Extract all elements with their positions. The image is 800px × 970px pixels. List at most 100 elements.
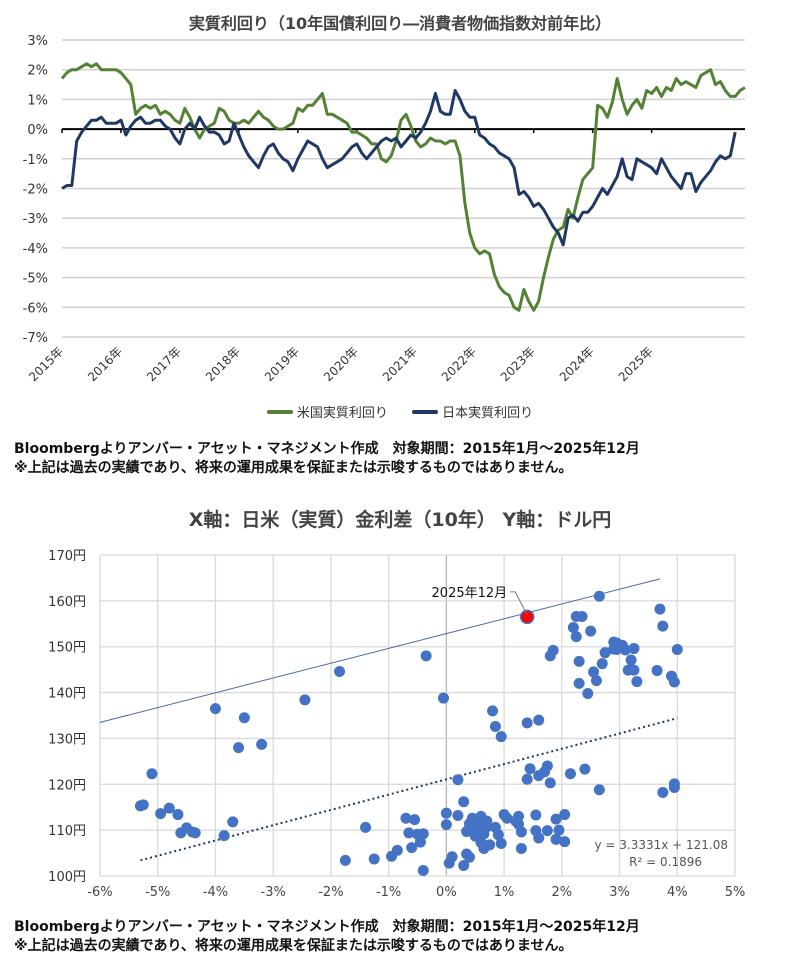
scatter-point [440, 819, 452, 831]
x-tick-label: 2022年 [439, 344, 479, 384]
y-tick-label: 140円 [48, 687, 86, 702]
scatter-point [181, 822, 193, 834]
us-real-yield-line [60, 62, 746, 312]
scatter-point [668, 778, 680, 790]
scatter-point [614, 639, 626, 651]
scatter-point [539, 766, 550, 778]
x-tick-label: 2025年 [616, 344, 656, 384]
legend-swatch-jp [412, 409, 439, 414]
scatter-point [530, 809, 542, 821]
scatter-point [227, 816, 239, 828]
scatter-point [446, 851, 458, 863]
trendline-r2: R² = 0.1896 [629, 855, 702, 869]
footnote-block-2: Bloombergよりアンバー・アセット・マネジメント作成 対象期間：2015年… [14, 918, 640, 956]
highlight-label: 2025年12月 [432, 586, 508, 601]
scatter-point [550, 833, 562, 845]
scatter-point [489, 721, 501, 733]
scatter-point [521, 717, 533, 729]
scatter-point [530, 825, 542, 837]
scatter-point [472, 820, 484, 832]
scatter-point [564, 768, 576, 780]
scatter-point [666, 670, 677, 682]
scatter-point [412, 828, 423, 840]
x-tick-label: 2024年 [557, 344, 597, 384]
y-tick-label: -7% [23, 331, 48, 346]
y-tick-label: 3% [27, 34, 48, 49]
x-tick-label: -4% [203, 885, 228, 900]
scatter-point [541, 825, 553, 837]
source-note: Bloombergよりアンバー・アセット・マネジメント作成 対象期間：2015年… [14, 441, 640, 457]
trendline [140, 717, 678, 862]
scatter-point [550, 813, 562, 825]
scatter-point [256, 738, 268, 750]
scatter-point [654, 603, 666, 615]
scatter-point [570, 631, 582, 643]
y-tick-label: 130円 [48, 732, 86, 747]
scatter-point [668, 676, 680, 688]
scatter-point [386, 850, 398, 862]
scatter-point [567, 621, 579, 633]
y-tick-label: -3% [23, 212, 48, 227]
scatter-point [339, 854, 351, 866]
legend-item-jp: 日本実質利回り [412, 402, 533, 421]
scatter-point [492, 829, 504, 841]
trendline-equation: y = 3.3331x + 121.08 [594, 838, 728, 852]
scatter-point [547, 644, 559, 656]
y-tick-label: 1% [27, 93, 48, 108]
scatter-point [452, 774, 464, 786]
x-tick-label: 5% [725, 885, 746, 900]
scatter-point [651, 665, 663, 677]
y-tick-label: 110円 [48, 824, 86, 839]
legend-item-us: 米国実質利回り [266, 402, 388, 421]
x-tick-label: 3% [609, 885, 630, 900]
scatter-point [481, 815, 493, 827]
scatter-point [443, 857, 455, 869]
scatter-point [524, 763, 536, 775]
x-tick-label: -5% [145, 885, 170, 900]
scatter-point [573, 677, 585, 689]
scatter-point [596, 658, 608, 670]
scatter-point [146, 768, 158, 780]
scatter-point [218, 830, 230, 842]
scatter-point [475, 810, 487, 822]
scatter-point [521, 773, 533, 785]
scatter-point [513, 818, 525, 830]
scatter-point [209, 703, 221, 715]
scatter-point [616, 639, 628, 651]
y-tick-label: 160円 [48, 595, 86, 610]
scatter-point [478, 828, 490, 840]
y-tick-label: 120円 [48, 778, 86, 793]
scatter-point [576, 610, 588, 622]
jp-real-yield-line [61, 89, 737, 247]
scatter-point [189, 827, 201, 839]
scatter-point [515, 842, 527, 854]
line-chart-title: 実質利回り（10年国債利回り―消費者物価指数対前年比） [188, 14, 612, 33]
scatter-point [334, 665, 346, 677]
scatter-point [461, 848, 473, 860]
scatter-point [559, 836, 571, 848]
scatter-point [495, 837, 507, 849]
scatter-point [466, 812, 478, 824]
scatter-point [608, 643, 620, 655]
y-tick-label: -1% [23, 153, 48, 168]
scatter-point [172, 809, 184, 821]
scatter-point [420, 650, 432, 662]
scatter-point [458, 859, 470, 871]
x-tick-label: 2019年 [262, 344, 302, 384]
scatter-point [570, 610, 582, 622]
scatter-point [622, 664, 634, 676]
scatter-point [573, 655, 585, 667]
scatter-point [582, 687, 594, 699]
line-chart: 3% 2% 1% 0% -1% -2% -3% -4% -5% -6% -7%2015年 2016年 2… [23, 34, 746, 384]
scatter-point [544, 777, 556, 789]
x-tick-label: 4% [667, 885, 688, 900]
scatter-point [463, 818, 475, 830]
x-tick-label: 2023年 [498, 344, 538, 384]
scatter-point [553, 824, 565, 836]
upper-band-line [99, 578, 661, 723]
scatter-point [489, 821, 501, 833]
scatter-point [625, 654, 637, 666]
scatter-point [391, 844, 403, 856]
scatter-point [608, 636, 620, 648]
scatter-point [458, 796, 470, 808]
